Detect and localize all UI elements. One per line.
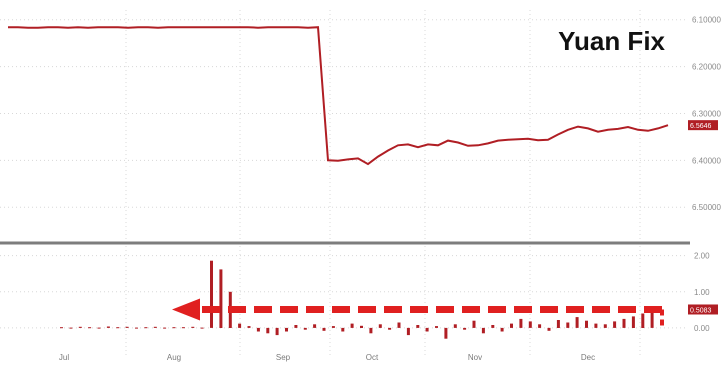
bar	[538, 324, 542, 328]
last-value-flag	[688, 120, 718, 131]
bar	[641, 313, 645, 328]
bar	[60, 327, 63, 329]
y-tick-label: 0.00	[694, 324, 710, 333]
bar	[575, 317, 579, 328]
bar	[425, 327, 429, 332]
bar	[585, 320, 588, 328]
arrow-head	[172, 298, 200, 321]
bar	[631, 316, 635, 328]
bar	[388, 327, 392, 330]
bar	[519, 318, 523, 328]
axis-labels: 6.10000 6.20000 6.30000 6.40000 6.50000 2.00 1…	[59, 16, 722, 362]
chart-marks	[8, 26, 718, 339]
bar	[285, 327, 288, 332]
bar	[313, 324, 317, 328]
bar	[275, 327, 279, 336]
bar	[453, 324, 457, 328]
bar	[650, 309, 654, 328]
bar	[416, 325, 420, 328]
bar	[163, 327, 167, 329]
x-tick-label: Jul	[59, 353, 69, 362]
bar	[322, 327, 326, 331]
bar	[135, 327, 138, 329]
y-tick-label: 6.30000	[692, 109, 721, 118]
bar	[191, 326, 195, 328]
bar	[303, 327, 307, 330]
bar	[331, 326, 335, 328]
last-value-label: 6.5646	[690, 123, 712, 130]
chart-title: Yuan Fix	[558, 26, 665, 56]
bar	[528, 321, 532, 328]
bar	[341, 327, 345, 332]
bar	[435, 326, 438, 328]
y-tick-label: 6.40000	[692, 156, 721, 165]
x-tick-label: Sep	[276, 353, 291, 362]
bar	[481, 327, 485, 334]
bar	[397, 322, 401, 328]
bar	[444, 327, 448, 339]
bar	[125, 326, 129, 328]
bar	[547, 327, 551, 331]
bar	[219, 269, 223, 328]
y-tick-label: 6.50000	[692, 203, 721, 212]
bar	[181, 327, 185, 329]
bar	[491, 325, 495, 328]
x-tick-label: Oct	[366, 353, 379, 362]
bar	[144, 327, 148, 329]
y-tick-label: 2.00	[694, 252, 710, 261]
bar	[97, 327, 101, 329]
bar	[116, 327, 120, 329]
chart-grid	[0, 10, 686, 355]
bar	[556, 320, 560, 328]
bar	[369, 327, 373, 334]
bar	[350, 323, 354, 328]
bar	[566, 322, 570, 328]
bar	[594, 323, 598, 328]
bar	[210, 260, 213, 328]
y-tick-label: 6.10000	[692, 16, 721, 25]
line-series	[8, 26, 669, 166]
bar	[406, 327, 410, 336]
bar	[500, 327, 504, 332]
bar	[360, 325, 363, 328]
bar	[106, 326, 110, 328]
last-value-label: 0.5083	[690, 307, 712, 314]
bar	[294, 325, 298, 328]
bar	[78, 326, 82, 328]
bar	[247, 326, 251, 328]
y-tick-label: 6.20000	[692, 63, 721, 72]
bar	[378, 324, 382, 328]
bar	[172, 327, 176, 329]
bar	[88, 327, 92, 329]
bar	[472, 320, 476, 328]
bar	[266, 327, 270, 334]
y-tick-label: 1.00	[694, 288, 710, 297]
last-value-flag	[688, 304, 718, 315]
bar	[200, 327, 204, 329]
bar	[613, 321, 617, 328]
bar	[603, 324, 607, 328]
x-tick-label: Nov	[468, 353, 482, 362]
bar	[153, 326, 157, 328]
x-tick-label: Dec	[581, 353, 595, 362]
bar	[622, 318, 626, 328]
bar	[463, 327, 467, 330]
bar	[256, 327, 260, 332]
x-tick-label: Aug	[167, 353, 181, 362]
bar	[510, 323, 513, 328]
bar	[69, 327, 73, 329]
bar	[238, 323, 242, 328]
